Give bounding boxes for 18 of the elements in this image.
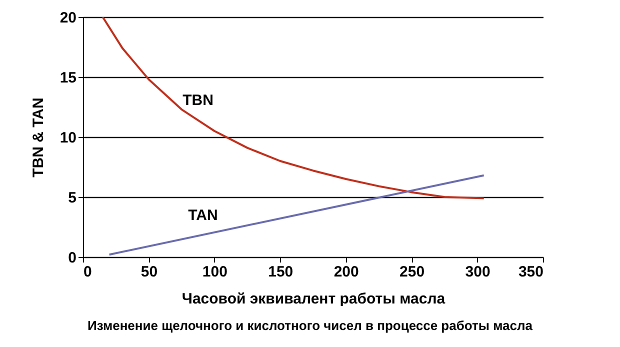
line-series	[102, 17, 485, 200]
x-tick-label: 0	[84, 264, 92, 280]
y-tick-label: 10	[60, 130, 76, 146]
y-axis-title: TBN & TAN	[30, 98, 47, 178]
x-tick-label: 100	[202, 264, 228, 280]
x-tick-label: 250	[400, 264, 425, 280]
y-tick-label: 0	[68, 250, 76, 266]
x-tick-label: 50	[140, 264, 158, 280]
series-label: TBN	[182, 92, 214, 110]
series-label: TAN	[188, 206, 218, 224]
y-tick-label: 15	[60, 70, 76, 86]
x-tick-label: 150	[268, 264, 294, 280]
x-tick-label: 300	[465, 264, 490, 280]
x-tick-label: 200	[334, 264, 359, 280]
y-tick-label: 20	[60, 10, 76, 26]
y-tick-label: 5	[68, 190, 76, 206]
text: Изменение щелочного и кислотного чисел в процессе работы масла	[86, 318, 534, 333]
x-tick-label: 350	[518, 264, 544, 280]
